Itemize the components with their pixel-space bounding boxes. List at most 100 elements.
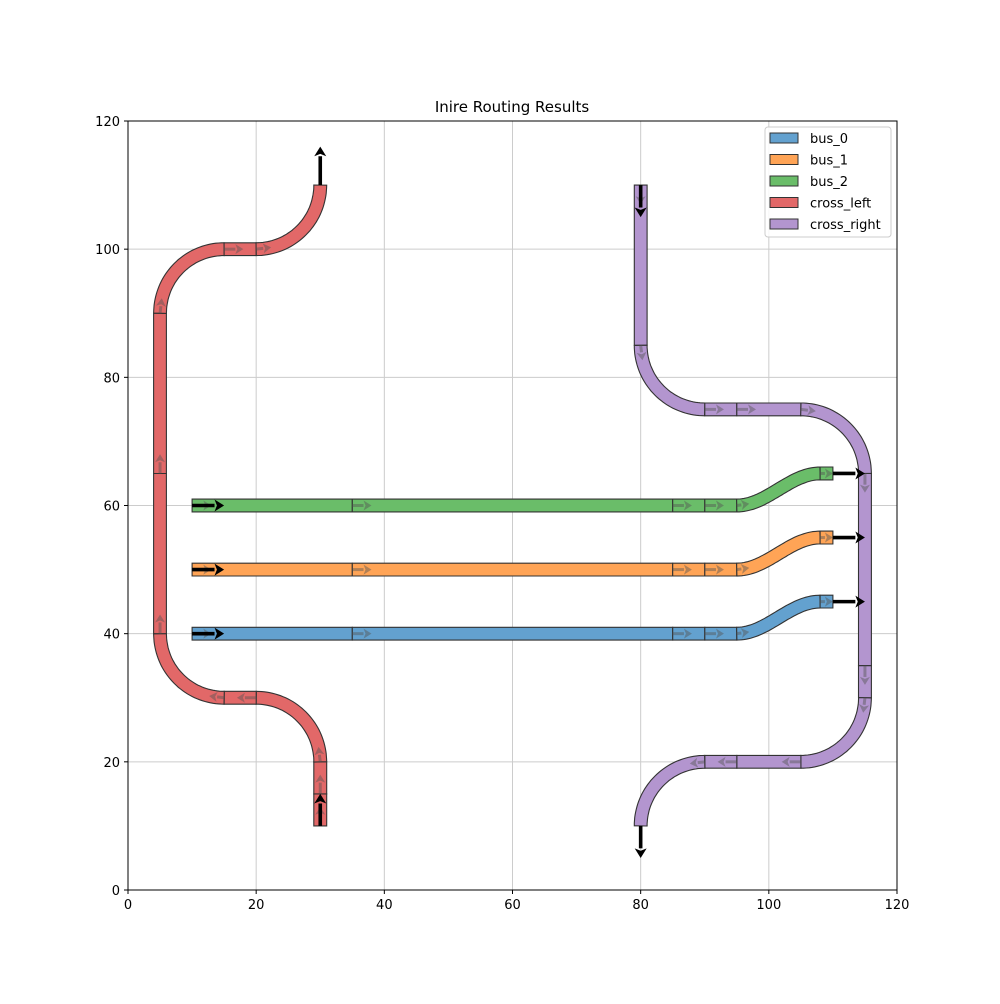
direction-arrow bbox=[636, 345, 647, 361]
route-segment bbox=[819, 530, 834, 545]
route-segment bbox=[819, 594, 834, 609]
direction-arrow bbox=[155, 614, 166, 634]
route-bus_2 bbox=[191, 466, 834, 513]
x-tick-label: 80 bbox=[632, 898, 649, 913]
direction-arrow bbox=[672, 564, 692, 575]
legend-label-bus_1: bus_1 bbox=[810, 154, 848, 169]
direction-arrow-head bbox=[824, 468, 833, 479]
direction-arrow-head bbox=[155, 454, 166, 463]
direction-arrow bbox=[236, 692, 257, 703]
route-bus_1 bbox=[191, 530, 834, 577]
route-bus_0 bbox=[191, 594, 834, 641]
direction-arrow-shaft bbox=[216, 695, 225, 700]
route-segment bbox=[351, 562, 674, 577]
direction-arrow bbox=[672, 628, 692, 639]
direction-arrow bbox=[820, 532, 833, 543]
end-arrow-head bbox=[634, 848, 647, 858]
direction-arrow bbox=[820, 468, 833, 479]
route-segment bbox=[800, 697, 872, 769]
end-arrow bbox=[832, 595, 865, 608]
direction-arrow-head bbox=[859, 704, 870, 713]
start-arrow-head bbox=[214, 563, 225, 576]
direction-arrow bbox=[704, 628, 724, 639]
end-arrow-head bbox=[855, 595, 865, 608]
route-segment bbox=[351, 498, 674, 513]
y-tick-label: 120 bbox=[95, 115, 120, 130]
x-tick-label: 20 bbox=[248, 898, 265, 913]
direction-arrow-shaft bbox=[736, 503, 742, 507]
direction-arrow-head bbox=[859, 676, 870, 685]
direction-arrow bbox=[704, 404, 724, 415]
y-tick-label: 20 bbox=[103, 756, 120, 771]
start-arrow bbox=[634, 185, 647, 218]
direction-arrow bbox=[689, 757, 705, 768]
route-cross_right bbox=[633, 184, 872, 827]
start-arrow bbox=[192, 627, 225, 640]
direction-arrow bbox=[315, 774, 326, 794]
direction-arrow-shaft bbox=[639, 345, 643, 353]
chart-title: Inire Routing Results bbox=[435, 98, 590, 116]
direction-arrow bbox=[155, 298, 166, 314]
start-arrow-head bbox=[634, 207, 647, 218]
direction-arrow bbox=[672, 500, 692, 511]
legend-label-bus_0: bus_0 bbox=[810, 132, 848, 147]
direction-arrow-head bbox=[262, 243, 272, 254]
legend-label-cross_left: cross_left bbox=[810, 197, 871, 212]
legend: bus_0 bus_1 bus_2 cross_left cross_right bbox=[764, 126, 892, 238]
direction-arrow-head bbox=[363, 500, 372, 511]
start-arrow bbox=[192, 563, 225, 576]
direction-arrow-head bbox=[315, 774, 326, 783]
direction-arrow-head bbox=[740, 563, 750, 574]
direction-arrow-shaft bbox=[255, 246, 264, 251]
end-arrow bbox=[314, 146, 327, 186]
start-arrow-head bbox=[214, 499, 225, 512]
start-arrow-head bbox=[214, 627, 225, 640]
route-segment bbox=[153, 472, 167, 635]
x-tick-label: 0 bbox=[124, 898, 132, 913]
direction-arrow-shaft bbox=[697, 760, 705, 765]
direction-arrow bbox=[224, 244, 244, 255]
y-tick-label: 100 bbox=[95, 243, 120, 258]
direction-arrow bbox=[717, 756, 737, 767]
route-segment bbox=[633, 344, 706, 417]
route-segment bbox=[153, 312, 167, 475]
direction-arrow-shaft bbox=[736, 631, 742, 636]
route-segment bbox=[255, 690, 328, 763]
legend-label-bus_2: bus_2 bbox=[810, 175, 848, 190]
direction-arrow bbox=[352, 628, 372, 639]
direction-arrow-head bbox=[781, 756, 790, 767]
x-tick-label: 100 bbox=[756, 898, 781, 913]
y-tick-label: 80 bbox=[103, 371, 120, 386]
start-arrow bbox=[192, 499, 225, 512]
direction-arrow bbox=[800, 405, 816, 416]
end-arrow-head bbox=[855, 531, 865, 544]
x-tick-label: 40 bbox=[376, 898, 393, 913]
end-arrow bbox=[832, 531, 865, 544]
direction-arrow-head bbox=[209, 691, 218, 702]
direction-arrow-head bbox=[824, 532, 833, 543]
direction-arrow bbox=[859, 697, 870, 713]
direction-arrow bbox=[859, 665, 870, 685]
direction-arrow bbox=[255, 243, 272, 254]
direction-arrow-shaft bbox=[736, 567, 742, 572]
direction-arrow bbox=[736, 499, 750, 510]
start-arrow bbox=[314, 793, 327, 826]
route-segment bbox=[153, 632, 225, 705]
direction-arrow-head bbox=[363, 628, 372, 639]
route-segment bbox=[255, 184, 328, 257]
route-segment bbox=[819, 466, 834, 481]
direction-arrow-shaft bbox=[862, 697, 867, 705]
direction-arrow-shaft bbox=[317, 754, 322, 763]
direction-arrow bbox=[155, 454, 166, 474]
route-segment bbox=[857, 472, 872, 667]
legend-swatch-bus_2 bbox=[769, 175, 799, 187]
direction-arrow-head bbox=[683, 500, 692, 511]
direction-arrow-head bbox=[636, 351, 647, 361]
direction-arrow bbox=[352, 500, 372, 511]
direction-arrow-head bbox=[715, 500, 724, 511]
legend-swatch-cross_left bbox=[769, 197, 799, 208]
direction-arrow-shaft bbox=[800, 407, 809, 412]
route-segment bbox=[633, 754, 706, 827]
